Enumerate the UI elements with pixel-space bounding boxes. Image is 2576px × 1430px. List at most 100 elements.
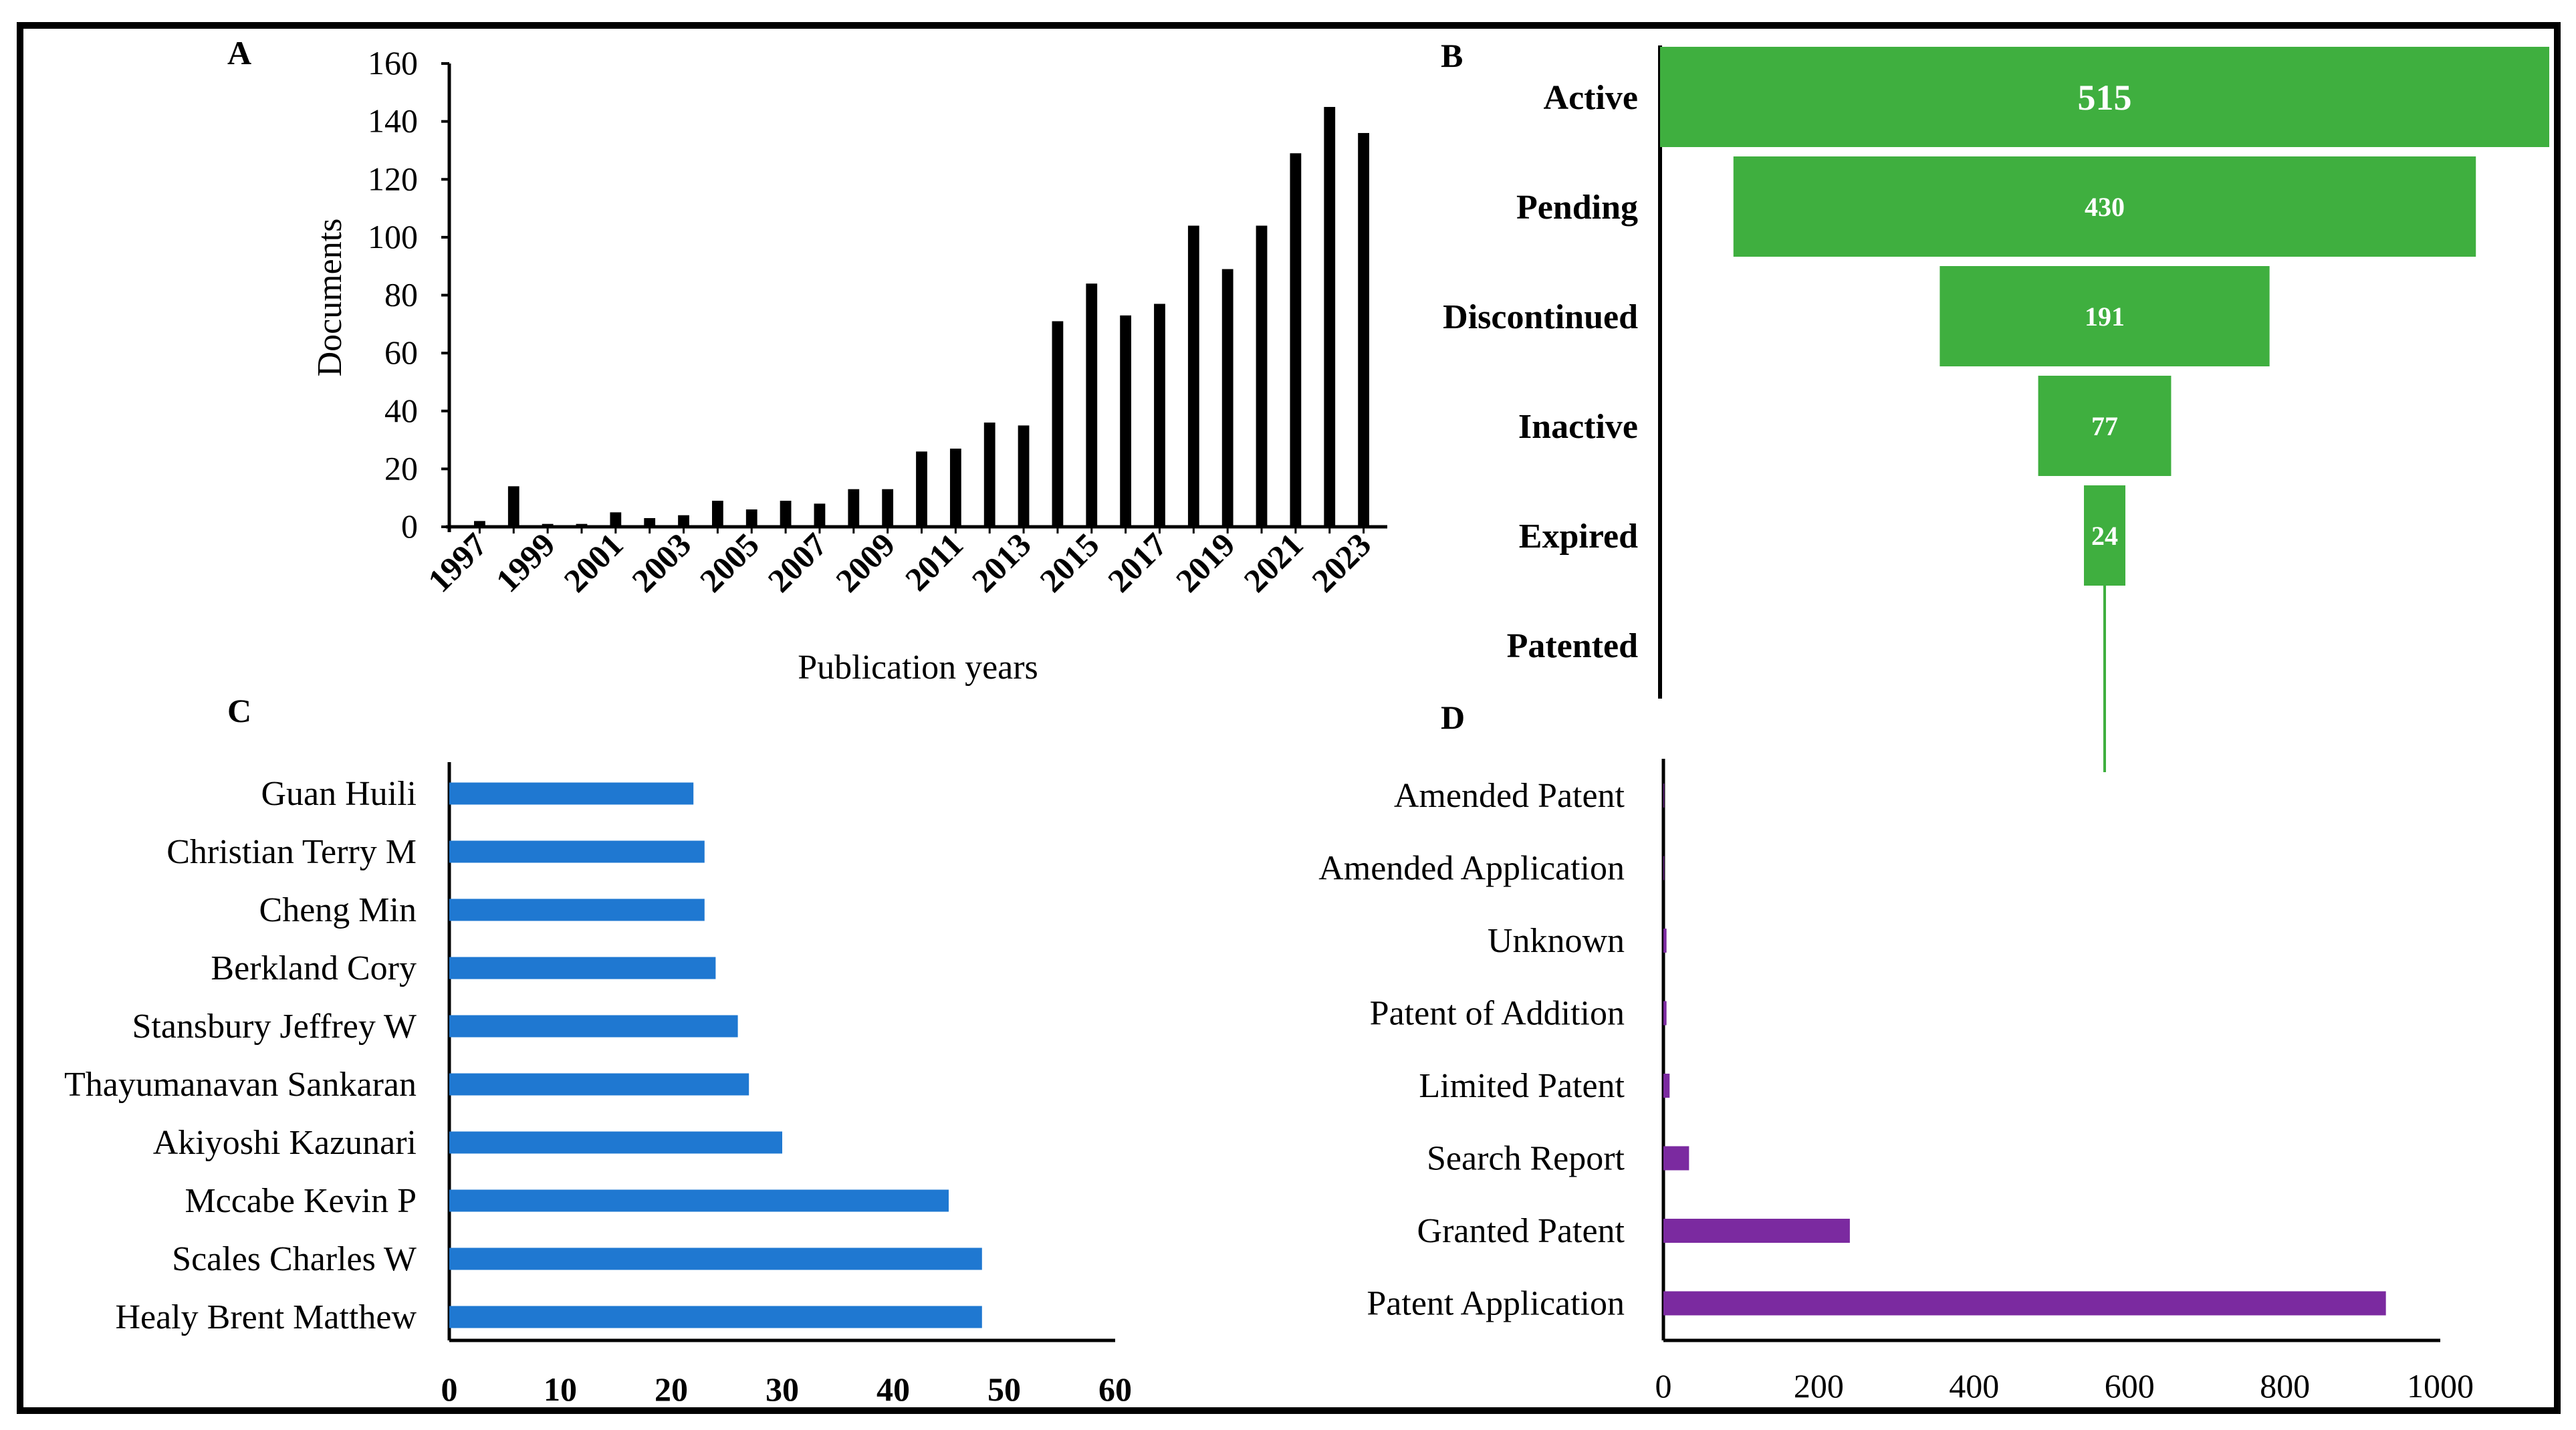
panel-label-a: A [227,34,251,72]
bar-2014 [1052,321,1064,527]
bar-2012 [983,423,996,527]
category-label-healy-brent-matthew: Healy Brent Matthew [115,1298,417,1336]
bar-2007 [814,503,826,527]
panel-label-d: D [1441,699,1465,736]
bar-2023 [1358,132,1369,527]
category-label-patent-of-addition: Patent of Addition [1370,995,1625,1033]
bar-1997 [474,521,485,527]
bar-scales-charles-w [449,1247,982,1270]
bar-unknown [1663,929,1667,953]
category-label-limited-patent: Limited Patent [1419,1067,1625,1105]
bar-2020 [1256,225,1268,527]
bar-cheng-min [449,899,705,921]
bar-2009 [882,489,894,527]
y-tick-label: 80 [384,276,418,314]
x-tick-label: 1000 [2407,1367,2474,1405]
bar-1999 [542,523,554,527]
x-tick-label: 20 [655,1371,688,1408]
bar-stansbury-jeffrey-w [449,1015,738,1038]
bar-2001 [610,512,622,527]
funnel-bar-discontinued [1940,266,2270,366]
category-label-mccabe-kevin-p: Mccabe Kevin P [185,1182,417,1220]
bar-2000 [576,523,588,527]
x-tick-label: 50 [987,1371,1021,1408]
funnel-category-label-inactive: Inactive [1518,408,1638,446]
category-label-amended-application: Amended Application [1318,850,1625,888]
funnel-bar-patented [2103,572,2106,772]
category-label-guan-huili: Guan Huili [261,775,417,813]
bar-2022 [1324,106,1336,527]
category-label-unknown: Unknown [1488,922,1625,960]
x-tick-label: 0 [1655,1367,1672,1405]
bar-2011 [949,449,961,527]
bar-limited-patent [1663,1074,1670,1098]
funnel-value-label-expired: 24 [2091,521,2118,551]
category-label-scales-charles-w: Scales Charles W [172,1240,417,1278]
bar-2016 [1120,315,1132,527]
y-tick-label: 0 [401,507,418,545]
panel-label-b: B [1441,37,1463,74]
bar-2006 [780,501,792,527]
bar-amended-patent [1663,784,1665,808]
bar-2002 [644,518,656,527]
category-label-berkland-cory: Berkland Cory [211,949,417,987]
funnel-category-label-active: Active [1544,79,1638,117]
bar-patent-of-addition [1663,1001,1667,1026]
funnel-bar-pending [1733,156,2476,257]
funnel-category-label-patented: Patented [1507,627,1638,665]
funnel-category-label-expired: Expired [1519,517,1638,556]
bar-2003 [678,515,689,527]
bar-2013 [1018,425,1030,527]
category-label-amended-patent: Amended Patent [1394,777,1625,815]
y-tick-label: 160 [368,44,418,82]
bar-search-report [1663,1146,1689,1171]
category-label-patent-application: Patent Application [1367,1285,1625,1323]
bar-2019 [1221,269,1234,527]
bar-2015 [1086,283,1098,527]
x-tick-label: 40 [876,1371,910,1408]
y-tick-label: 60 [384,334,418,371]
bar-2008 [848,489,860,527]
category-label-search-report: Search Report [1427,1140,1625,1178]
category-label-christian-terry-m: Christian Terry M [166,833,417,871]
x-tick-label: 0 [441,1371,458,1408]
bar-akiyoshi-kazunari [449,1131,782,1154]
funnel-bar-inactive [2038,376,2172,476]
bar-granted-patent [1663,1219,1850,1243]
funnel-value-label-pending: 430 [2085,192,2125,222]
funnel-value-label-inactive: 77 [2091,411,2118,441]
bar-christian-terry-m [449,840,705,863]
x-tick-label: 200 [1794,1367,1844,1405]
bar-2005 [745,509,757,527]
x-tick-label: 600 [2105,1367,2155,1405]
bar-2004 [711,501,723,527]
bar-mccabe-kevin-p [449,1189,949,1212]
chart-b: Active 515 Pending 430 Discontinued 191 Inacti… [1443,45,2549,772]
funnel-category-label-pending: Pending [1516,189,1638,227]
category-label-granted-patent: Granted Patent [1417,1212,1625,1250]
funnel-value-label-discontinued: 191 [2085,302,2125,332]
bar-2017 [1154,304,1165,527]
panel-label-c: C [227,692,251,729]
funnel-value-label-active: 515 [2078,78,2132,118]
category-label-thayumanavan-sankaran: Thayumanavan Sankaran [64,1066,417,1104]
bar-guan-huili [449,782,694,805]
y-tick-label: 20 [384,449,418,487]
x-tick-label: 400 [1949,1367,1999,1405]
bar-1998 [507,486,519,527]
bar-2018 [1187,225,1199,527]
bar-thayumanavan-sankaran [449,1073,749,1096]
bar-amended-application [1663,856,1665,880]
bar-healy-brent-matthew [449,1306,982,1328]
funnel-bar-active [1660,47,2549,147]
chart-d: 0 200 400 600 800 1000 Amended Patent Amended A… [1318,759,2474,1405]
category-label-akiyoshi-kazunari: Akiyoshi Kazunari [153,1124,417,1162]
x-axis-title: Publication years [798,648,1038,687]
bar-berkland-cory [449,957,716,979]
bar-2021 [1290,153,1302,527]
bar-2010 [916,451,927,527]
x-tick-label: 800 [2260,1367,2310,1405]
category-label-stansbury-jeffrey-w: Stansbury Jeffrey W [132,1007,417,1046]
x-tick-label: 10 [544,1371,577,1408]
